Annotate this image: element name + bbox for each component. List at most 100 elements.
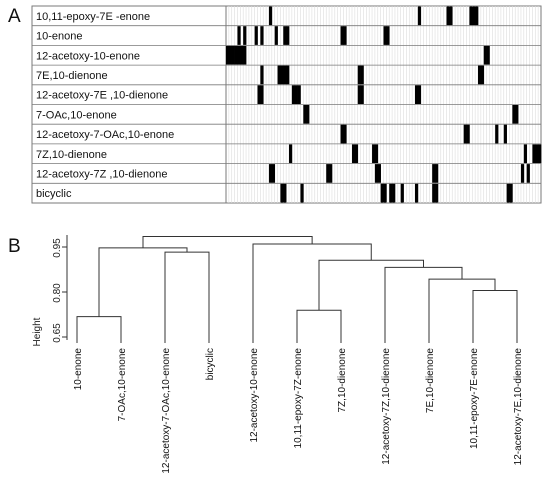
row-label: 7Z,10-dienone bbox=[36, 149, 107, 161]
filled-cell bbox=[243, 45, 247, 65]
row-label: bicyclic bbox=[36, 188, 72, 200]
filled-cell bbox=[300, 183, 304, 203]
filled-cell bbox=[289, 144, 293, 164]
filled-cell bbox=[240, 45, 244, 65]
leaf-label: 10,11-epoxy-7Z-enone bbox=[293, 348, 304, 449]
filled-cell bbox=[535, 144, 539, 164]
row-label: 12-acetoxy-7E ,10-dienone bbox=[36, 90, 168, 102]
filled-cell bbox=[526, 164, 530, 183]
dendrogram-merge bbox=[428, 278, 496, 343]
filled-cell bbox=[260, 85, 264, 104]
y-tick-label: 0.80 bbox=[52, 283, 63, 303]
dendrogram-merge bbox=[472, 290, 518, 343]
filled-cell bbox=[274, 26, 278, 45]
filled-cell bbox=[472, 6, 476, 26]
filled-cell bbox=[260, 26, 264, 45]
filled-cell bbox=[340, 124, 344, 144]
filled-cell bbox=[449, 6, 453, 26]
filled-cell bbox=[283, 26, 287, 45]
filled-cell bbox=[435, 164, 439, 183]
filled-cell bbox=[268, 164, 273, 183]
filled-cell bbox=[231, 45, 235, 65]
filled-cell bbox=[260, 65, 264, 85]
filled-cell bbox=[480, 65, 485, 85]
filled-cell bbox=[237, 26, 241, 45]
filled-cell bbox=[392, 183, 396, 203]
filled-cell bbox=[503, 124, 507, 144]
leaf-label: 10-enone bbox=[73, 348, 84, 391]
leaf-label: 12-acetoxy-7-OAc,10-enone bbox=[161, 348, 172, 474]
filled-cell bbox=[435, 183, 439, 203]
y-axis-label: Height bbox=[32, 317, 43, 346]
filled-cell bbox=[446, 6, 450, 26]
filled-cell bbox=[515, 105, 519, 124]
y-tick-label: 0.95 bbox=[52, 238, 63, 258]
filled-cell bbox=[509, 183, 513, 203]
filled-cell bbox=[343, 124, 347, 144]
leaf-label: 10,11-epoxy-7E-enone bbox=[469, 348, 480, 449]
filled-cell bbox=[380, 183, 384, 203]
filled-cell bbox=[512, 105, 516, 124]
dendrogram-merge bbox=[296, 309, 342, 343]
leaf-label: 12-acetoxy-7Z,10-dienone bbox=[381, 348, 392, 465]
filled-cell bbox=[283, 183, 287, 203]
filled-cell bbox=[291, 85, 296, 104]
filled-cell bbox=[243, 26, 247, 45]
filled-cell bbox=[520, 164, 525, 183]
filled-cell bbox=[374, 144, 379, 164]
filled-cell bbox=[268, 6, 273, 26]
dendrogram-merge bbox=[76, 316, 122, 343]
leaf-label: 12-acetoxy-7E,10-dienone bbox=[513, 348, 524, 466]
filled-cell bbox=[354, 144, 359, 164]
dendrogram-merge bbox=[164, 251, 210, 343]
filled-cell bbox=[257, 85, 261, 104]
row-label: 12-acetoxy-7Z ,10-dienone bbox=[36, 168, 167, 180]
panel-a-matrix: 10,11-epoxy-7E -enone 10-enone 12-acetoxy-… bbox=[31, 5, 542, 204]
filled-cell bbox=[532, 144, 536, 164]
row-label: 12-acetoxy-10-enone bbox=[36, 50, 140, 62]
row-label: 7E,10-dienone bbox=[36, 70, 108, 82]
panel-a-letter: A bbox=[8, 6, 21, 27]
filled-cell bbox=[483, 45, 487, 65]
filled-cell bbox=[357, 65, 361, 85]
filled-cell bbox=[352, 144, 356, 164]
filled-cell bbox=[329, 164, 333, 183]
filled-cell bbox=[538, 144, 542, 164]
filled-cell bbox=[294, 85, 298, 104]
filled-cell bbox=[475, 6, 479, 26]
filled-cell bbox=[228, 45, 233, 65]
filled-cell bbox=[372, 144, 376, 164]
filled-cell bbox=[283, 65, 287, 85]
filled-cell bbox=[386, 26, 390, 45]
filled-cell bbox=[234, 45, 238, 65]
filled-cell bbox=[377, 164, 381, 183]
filled-cell bbox=[226, 45, 230, 65]
filled-cell bbox=[506, 183, 510, 203]
filled-cell bbox=[340, 26, 344, 45]
y-tick-label: 0.65 bbox=[52, 323, 63, 343]
filled-cell bbox=[360, 65, 364, 85]
row-label: 7-OAc,10-enone bbox=[36, 109, 117, 121]
row-label: 10-enone bbox=[36, 31, 83, 43]
row-label: 12-acetoxy-7-OAc,10-enone bbox=[36, 129, 174, 141]
filled-cell bbox=[486, 45, 490, 65]
filled-cell bbox=[389, 183, 393, 203]
filled-cell bbox=[303, 105, 307, 124]
filled-cell bbox=[383, 183, 387, 203]
dendrogram-merge bbox=[98, 247, 188, 317]
filled-cell bbox=[286, 26, 290, 45]
filled-cell bbox=[297, 85, 301, 104]
filled-cell bbox=[306, 105, 310, 124]
filled-cell bbox=[417, 6, 422, 26]
filled-cell bbox=[463, 124, 467, 144]
filled-cell bbox=[415, 183, 419, 203]
dendrogram-merge bbox=[252, 243, 372, 343]
filled-cell bbox=[280, 183, 284, 203]
filled-cell bbox=[432, 183, 436, 203]
panel-b-letter: B bbox=[8, 236, 21, 257]
filled-cell bbox=[280, 65, 284, 85]
filled-cell bbox=[417, 85, 422, 104]
filled-cell bbox=[374, 164, 379, 183]
filled-cell bbox=[326, 164, 330, 183]
